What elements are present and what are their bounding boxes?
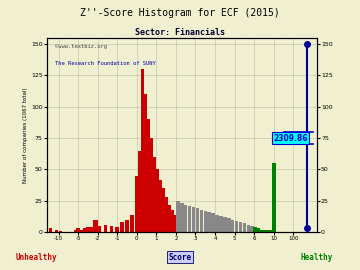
Bar — [266, 230, 269, 232]
Bar — [207, 212, 211, 232]
Bar — [49, 228, 53, 232]
Bar — [272, 220, 276, 232]
Bar — [272, 197, 276, 232]
Bar — [231, 220, 234, 232]
Bar — [147, 119, 150, 232]
Bar — [256, 228, 259, 232]
Bar — [83, 228, 86, 232]
Bar — [203, 211, 207, 232]
Bar — [199, 210, 203, 232]
Bar — [161, 188, 165, 232]
Bar — [80, 230, 83, 232]
Bar — [255, 228, 258, 232]
Bar — [156, 170, 159, 232]
Bar — [243, 223, 246, 232]
Bar — [271, 231, 275, 232]
Bar — [120, 222, 124, 232]
Bar — [251, 226, 254, 232]
Bar — [158, 180, 162, 232]
Bar — [98, 226, 102, 232]
Text: Score: Score — [168, 253, 192, 262]
Bar — [172, 215, 176, 232]
Bar — [257, 228, 260, 232]
Text: ©www.textbiz.org: ©www.textbiz.org — [55, 44, 107, 49]
Text: The Research Foundation of SUNY: The Research Foundation of SUNY — [55, 61, 156, 66]
Bar — [235, 221, 238, 232]
Bar — [95, 220, 98, 232]
Text: Z''-Score Histogram for ECF (2015): Z''-Score Histogram for ECF (2015) — [80, 8, 280, 18]
Bar — [116, 227, 119, 232]
Bar — [109, 226, 113, 232]
Bar — [89, 227, 93, 232]
Bar — [263, 230, 266, 232]
Bar — [86, 227, 90, 232]
Bar — [153, 157, 156, 232]
Bar — [184, 205, 188, 232]
Bar — [215, 215, 219, 232]
Bar — [227, 218, 230, 232]
Bar — [211, 213, 215, 232]
Bar — [253, 227, 257, 232]
Bar — [258, 230, 262, 232]
Bar — [260, 230, 263, 232]
Bar — [272, 163, 276, 232]
Bar — [76, 228, 80, 232]
Bar — [272, 207, 276, 232]
Bar — [196, 208, 199, 232]
Bar — [272, 197, 276, 232]
Text: Sector: Financials: Sector: Financials — [135, 28, 225, 37]
Bar — [270, 231, 274, 232]
Bar — [269, 230, 272, 232]
Bar — [167, 205, 171, 232]
Bar — [141, 69, 144, 232]
Text: 2309.86: 2309.86 — [273, 134, 308, 143]
Bar — [261, 230, 265, 232]
Bar — [135, 176, 139, 232]
Bar — [130, 215, 134, 232]
Bar — [93, 220, 96, 232]
Bar — [125, 220, 129, 232]
Bar — [180, 203, 184, 232]
Bar — [150, 138, 153, 232]
Bar — [188, 206, 192, 232]
Bar — [104, 225, 107, 232]
Bar — [138, 151, 141, 232]
Bar — [264, 230, 268, 232]
Text: Unhealthy: Unhealthy — [15, 253, 57, 262]
Bar — [192, 207, 195, 232]
Bar — [267, 230, 271, 232]
Bar — [59, 231, 62, 232]
Bar — [176, 201, 180, 232]
Y-axis label: Number of companies (1067 total): Number of companies (1067 total) — [23, 87, 28, 183]
Bar — [165, 197, 168, 232]
Bar — [144, 94, 147, 232]
Bar — [247, 225, 250, 232]
Bar — [219, 216, 223, 232]
Bar — [170, 210, 174, 232]
Bar — [239, 222, 242, 232]
Bar — [75, 230, 78, 232]
Text: Healthy: Healthy — [301, 253, 333, 262]
Bar — [55, 230, 58, 232]
Bar — [223, 217, 226, 232]
